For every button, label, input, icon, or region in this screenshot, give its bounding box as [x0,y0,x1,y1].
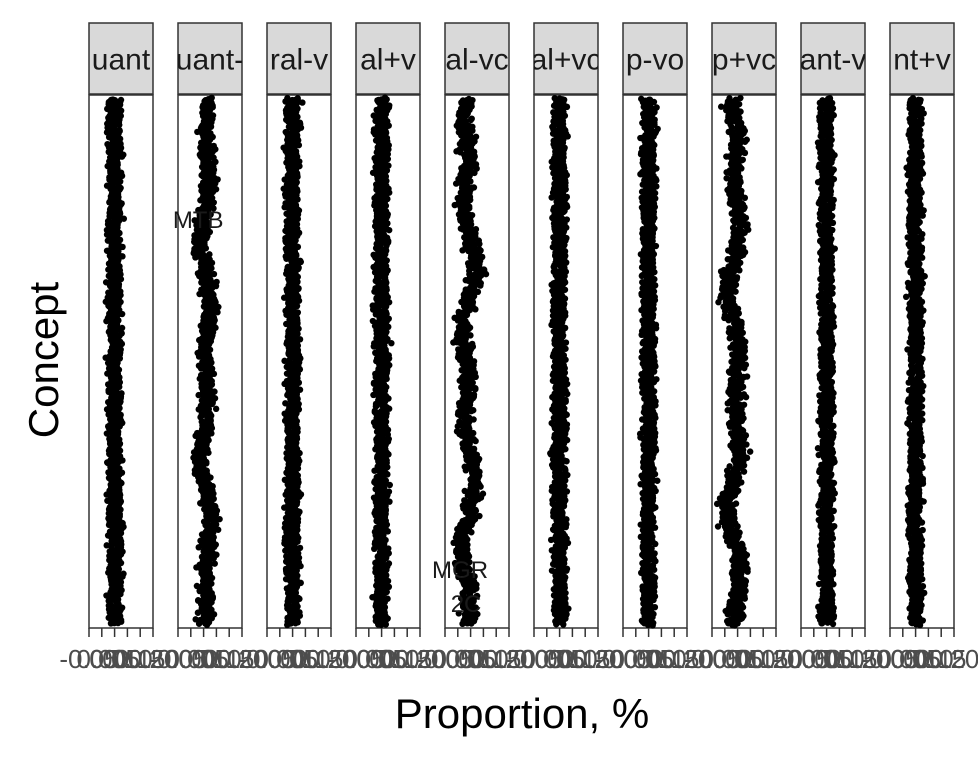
facet-panel: al+v-0.050.000.050.100.150.20 [326,22,445,674]
data-point [299,99,306,106]
data-point [388,339,395,347]
x-tick-label: 0.00 [76,644,127,674]
facet-panel: uant-MTB-0.050.000.050.100.150.20 [148,22,267,674]
data-point [470,407,477,414]
data-point [468,529,475,536]
data-point [472,373,479,381]
data-point [382,621,390,628]
data-point [192,254,199,261]
data-point [117,529,125,537]
data-point [459,247,466,254]
x-tick-label: 0.15 [115,644,166,674]
data-point [292,620,299,627]
data-point [462,467,470,474]
data-points [102,96,128,627]
data-point [103,317,110,325]
data-point [203,621,211,629]
data-point [212,405,220,413]
x-tick-label: 0.05 [89,644,140,674]
x-tick-label: -0.05 [59,644,118,674]
data-point [477,282,484,289]
data-point [371,545,378,553]
data-point [282,547,289,554]
facet-strip [177,22,243,95]
data-points [190,94,223,629]
data-point [103,430,111,437]
facet-strip-label: al+v [360,44,416,77]
facet-panel: ral-v-0.050.000.050.100.150.20 [237,22,356,674]
data-point [120,215,128,222]
data-point [386,481,393,489]
data-point [194,128,201,136]
data-point [210,205,217,212]
x-tick-label: 0.20 [128,644,179,674]
facet-panel: al+vc-0.050.000.050.100.150.20 [504,22,623,674]
data-point [116,121,123,129]
data-point [385,226,393,234]
facet-strip-label: uant- [176,44,244,77]
x-tick-label: 0.10 [102,644,153,674]
facet-strip-label: al+vc [531,44,602,77]
data-point [102,279,110,286]
data-point [103,542,110,549]
facet-strip-label: ral-v [270,44,328,77]
data-point [195,609,202,616]
data-point [468,115,475,122]
facet-strip [88,22,154,95]
data-point [114,619,122,627]
data-point [472,306,479,313]
point-label: 2C [451,591,482,618]
data-point [195,620,203,627]
data-point [468,620,475,627]
point-label: MGR [432,557,488,584]
facet-strip-label: uant [92,44,151,77]
point-label: MTB [173,207,224,234]
facet-strip-label: al-vc [445,44,508,77]
facet-panel: uant -0.050.000.050.100.150.20 [59,22,179,674]
data-point [105,521,113,529]
data-point [453,338,461,346]
